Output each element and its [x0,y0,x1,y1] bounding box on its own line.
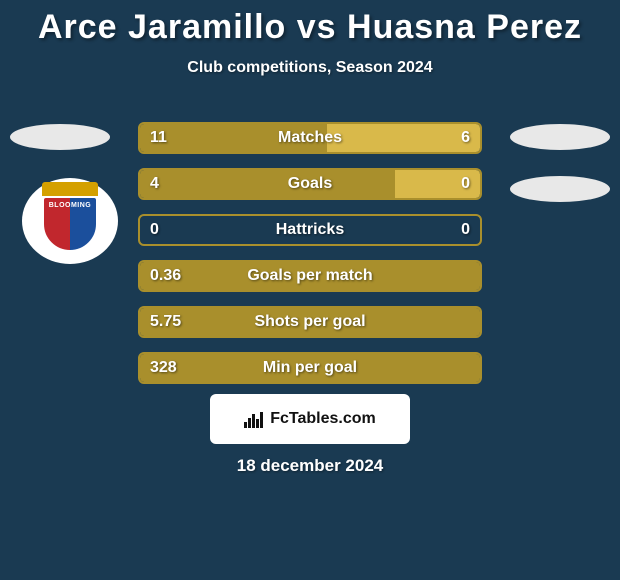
stat-label: Goals per match [140,267,480,285]
stat-label: Matches [140,129,480,147]
stat-label: Shots per goal [140,313,480,331]
stat-row: 40Goals [138,168,482,200]
club-badge: BLOOMING [22,178,118,264]
player-right-placeholder-2 [510,176,610,202]
fctables-icon [244,410,264,428]
footer-date: 18 december 2024 [0,456,620,476]
club-shield-icon: BLOOMING [42,190,98,252]
stat-row: 5.75Shots per goal [138,306,482,338]
stat-row: 116Matches [138,122,482,154]
player-left-placeholder [10,124,110,150]
stat-row: 328Min per goal [138,352,482,384]
stat-row: 0.36Goals per match [138,260,482,292]
brand-pill: FcTables.com [210,394,410,444]
page-title: Arce Jaramillo vs Huasna Perez [0,0,620,47]
brand-text: FcTables.com [270,410,376,428]
page-subtitle: Club competitions, Season 2024 [0,59,620,77]
stat-label: Min per goal [140,359,480,377]
stat-label: Goals [140,175,480,193]
stat-row: 00Hattricks [138,214,482,246]
club-name: BLOOMING [42,202,98,209]
player-right-placeholder-1 [510,124,610,150]
stat-label: Hattricks [140,221,480,239]
stats-table: 116Matches 40Goals 00Hattricks 0.36Goals pe… [138,122,482,398]
